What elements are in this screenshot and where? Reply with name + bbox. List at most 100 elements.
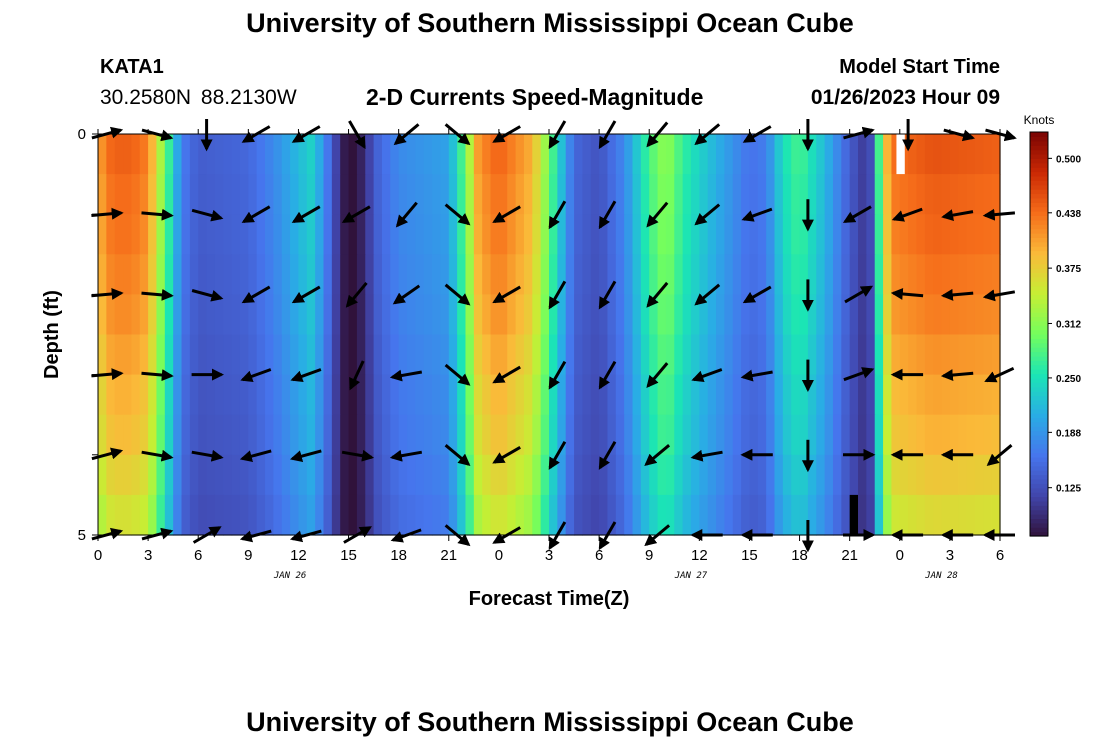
colorbar-segment <box>1030 197 1048 203</box>
heatmap-cell <box>381 454 391 496</box>
heatmap-cell <box>766 294 776 336</box>
heatmap-cell <box>757 414 767 456</box>
heatmap-cell <box>732 174 742 215</box>
heatmap-cell <box>741 374 751 416</box>
heatmap-cell <box>933 374 943 416</box>
heatmap-cell <box>206 134 216 175</box>
heatmap-cell <box>239 174 249 215</box>
heatmap-cell <box>331 374 341 416</box>
heatmap-cell <box>189 454 199 496</box>
heatmap-cell <box>941 254 951 295</box>
colorbar-segment <box>1030 496 1048 502</box>
heatmap-cell <box>983 254 993 295</box>
heatmap-cell <box>590 374 600 416</box>
colorbar-segment <box>1030 298 1048 304</box>
heatmap-cell <box>724 334 734 376</box>
colorbar-tick-label: 0.438 <box>1056 209 1081 220</box>
heatmap-cell <box>306 454 316 496</box>
heatmap-cell <box>540 134 550 175</box>
heatmap-cell <box>256 134 266 175</box>
colorbar-segment <box>1030 250 1048 256</box>
heatmap-cell <box>432 294 442 336</box>
current-arrow <box>241 205 271 223</box>
colorbar-segment <box>1030 237 1048 243</box>
heatmap-cell <box>198 414 208 456</box>
heatmap-cell <box>549 414 558 456</box>
heatmap-cell <box>841 414 851 456</box>
heatmap-cell <box>323 414 333 456</box>
heatmap-cell <box>841 134 851 175</box>
heatmap-cell <box>849 334 859 376</box>
heatmap-cell <box>707 414 717 456</box>
heatmap-cell <box>164 214 174 255</box>
heatmap-cell <box>181 414 191 456</box>
heatmap-cell <box>557 494 567 536</box>
heatmap-cell <box>682 294 692 336</box>
colorbar-segment <box>1030 171 1048 177</box>
heatmap-cell <box>883 214 893 255</box>
heatmap-cell <box>883 134 893 175</box>
heatmap-cell <box>807 134 817 175</box>
heatmap-cell <box>799 254 809 295</box>
heatmap-cell <box>908 214 918 255</box>
current-arrow <box>690 449 723 462</box>
heatmap-cell <box>690 494 700 536</box>
heatmap-cell <box>198 174 208 215</box>
heatmap-cell <box>540 214 550 255</box>
heatmap-cell <box>148 294 158 336</box>
heatmap-cell <box>123 374 133 416</box>
heatmap-cell <box>941 174 951 215</box>
heatmap-cell <box>432 134 442 175</box>
heatmap-cell <box>540 174 550 215</box>
heatmap-cell <box>390 214 400 255</box>
heatmap-cell <box>991 134 1001 175</box>
heatmap-cell <box>640 374 650 416</box>
heatmap-cell <box>381 374 391 416</box>
current-arrow <box>389 369 423 382</box>
heatmap-cell <box>649 454 659 496</box>
heatmap-cell <box>214 494 224 536</box>
heatmap-cell <box>899 334 909 376</box>
heatmap-cell <box>657 214 667 255</box>
heatmap-cell <box>807 214 817 255</box>
heatmap-cell <box>348 134 358 175</box>
heatmap-cell <box>599 414 609 456</box>
current-arrow <box>890 287 924 300</box>
heatmap-cell <box>966 294 976 336</box>
x-tick-label: 3 <box>144 547 152 564</box>
heatmap-cell <box>423 414 433 456</box>
heatmap-cell <box>974 214 984 255</box>
heatmap-cell <box>782 214 792 255</box>
colorbar-segment <box>1030 413 1048 419</box>
colorbar-segment <box>1030 474 1048 480</box>
colorbar-segment <box>1030 531 1048 537</box>
heatmap-cell <box>181 494 191 536</box>
heatmap-cell <box>473 134 483 175</box>
heatmap-cell <box>440 494 450 536</box>
heatmap-cell <box>699 414 709 456</box>
heatmap-cell <box>365 214 375 255</box>
heatmap-cell <box>549 374 558 416</box>
heatmap-cell <box>348 214 358 255</box>
heatmap-cell <box>223 214 233 255</box>
heatmap-cell <box>315 374 325 416</box>
heatmap-cell <box>440 174 450 215</box>
heatmap-cell <box>231 454 241 496</box>
heatmap-cell <box>858 214 867 255</box>
heatmap-cell <box>173 494 183 536</box>
heatmap-cell <box>356 454 366 496</box>
heatmap-cell <box>991 214 1001 255</box>
heatmap-cell <box>899 374 909 416</box>
heatmap-cell <box>248 294 258 336</box>
heatmap-cell <box>173 214 183 255</box>
current-arrow <box>842 205 872 223</box>
heatmap-cell <box>966 174 976 215</box>
heatmap-cell <box>682 174 692 215</box>
x-tick-label: 18 <box>791 547 808 564</box>
heatmap-cell <box>774 494 784 536</box>
heatmap-cell <box>707 334 717 376</box>
heatmap-cell <box>515 454 525 496</box>
heatmap-cell <box>949 414 959 456</box>
masked-cell <box>896 134 905 175</box>
heatmap-cell <box>106 214 116 255</box>
